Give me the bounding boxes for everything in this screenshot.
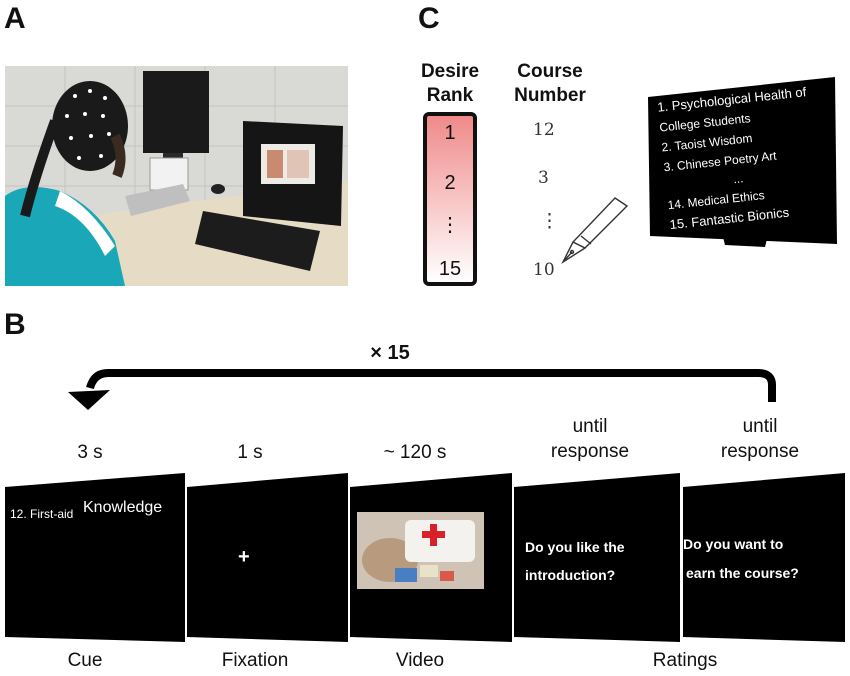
course-list-screen: 1. Psychological Health of College Stude… — [648, 77, 837, 247]
course-number-15: 10 — [533, 260, 555, 280]
rating-q1-line2: introduction? — [525, 567, 615, 583]
duration-fixation: 1 s — [237, 442, 263, 463]
rating-q2-line2: earn the course? — [686, 565, 799, 581]
stage-label-video: Video — [395, 650, 445, 671]
panel-letter-c: C — [418, 2, 440, 35]
course-number-header-line2: Number — [514, 85, 586, 106]
duration-rating-2: until response — [720, 416, 800, 462]
rating-screen-like: Do you like the introduction? — [514, 473, 680, 642]
course-number-header-line1: Course — [517, 61, 583, 82]
trial-screens: 12. First-aid Knowledge + Do you like th… — [5, 473, 845, 642]
course-number-ellipsis: ⋮ — [540, 210, 559, 232]
stage-label-fixation: Fixation — [221, 650, 289, 671]
duration-cue: 3 s — [77, 442, 103, 463]
course-list-line-5: ... — [733, 171, 744, 186]
repeat-count: × 15 — [370, 342, 410, 364]
cue-text-2: Knowledge — [83, 499, 162, 516]
rank-1: 1 — [444, 122, 456, 144]
desire-rank-header-line2: Rank — [426, 85, 474, 106]
panel-letter-b: B — [4, 308, 26, 341]
loop-arrow — [68, 369, 776, 410]
rank-2: 2 — [444, 172, 456, 194]
course-number-2: 3 — [538, 168, 549, 188]
panel-letter-a: A — [4, 2, 26, 35]
fixation-cross: + — [238, 546, 250, 568]
cue-screen: 12. First-aid Knowledge — [5, 473, 185, 642]
experiment-setup-photo — [5, 66, 348, 286]
stage-label-cue: Cue — [67, 650, 103, 671]
desire-rank-header: Desire Rank — [410, 60, 490, 108]
cue-text-1: 12. First-aid — [10, 507, 73, 521]
rating-q1-line1: Do you like the — [525, 539, 625, 555]
rank-ellipsis: ⋮ — [440, 214, 460, 236]
desire-rank-header-line1: Desire — [420, 61, 480, 82]
rank-15: 15 — [438, 258, 462, 280]
duration-rating-1: until response — [550, 416, 630, 462]
duration-video: ~ 120 s — [383, 442, 447, 463]
video-screen — [350, 473, 512, 642]
course-number-1: 12 — [533, 120, 555, 140]
desire-rank-column: 1 2 ⋮ 15 — [423, 112, 477, 286]
rating-q2-line1: Do you want to — [683, 536, 783, 552]
stage-label-ratings: Ratings — [652, 650, 718, 671]
rating-screen-want: Do you want to earn the course? — [683, 473, 845, 642]
course-number-header: Course Number — [505, 60, 595, 108]
fixation-screen: + — [187, 473, 348, 642]
fountain-pen-icon — [561, 197, 629, 264]
